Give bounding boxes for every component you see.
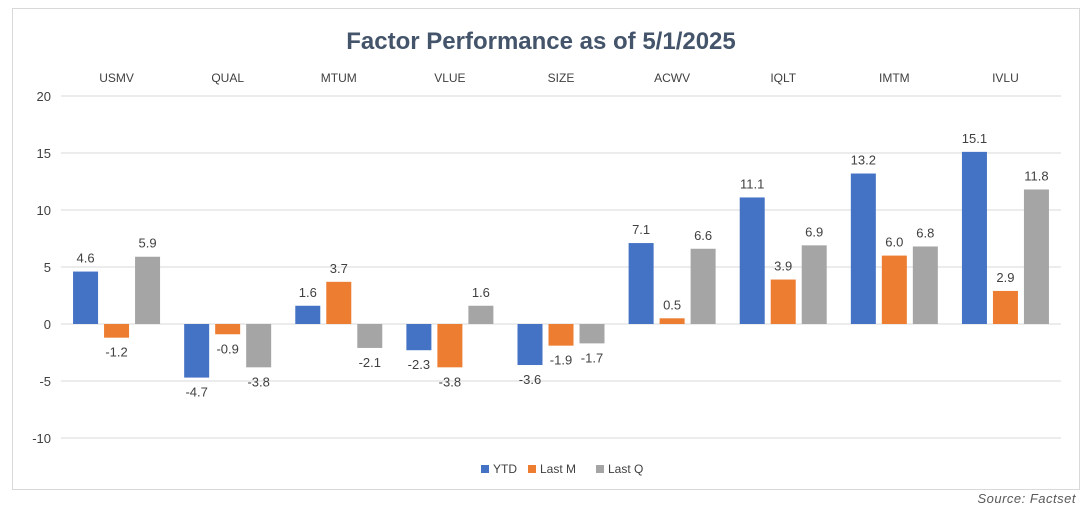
data-label: -4.7 <box>185 385 207 400</box>
category-label: QUAL <box>211 71 244 85</box>
y-tick-label: 10 <box>37 203 51 218</box>
category-label: VLUE <box>434 71 465 85</box>
data-label: 15.1 <box>962 131 987 146</box>
bar-ytd <box>295 305 321 324</box>
bar-chart: Factor Performance as of 5/1/2025 20 15 10… <box>32 28 1061 476</box>
chart-title: Factor Performance as of 5/1/2025 <box>346 28 736 55</box>
bar-last-m <box>659 318 685 324</box>
data-label: 3.7 <box>330 261 348 276</box>
data-label: 5.9 <box>139 236 157 251</box>
bar-ytd <box>961 151 987 324</box>
bar-ytd <box>517 324 543 366</box>
bar-last-q <box>135 256 161 324</box>
data-label: 4.6 <box>77 251 95 266</box>
data-labels: 4.6 -4.7 1.6 -2.3 -3.6 7.1 11.1 13.2 15.1 -1.2 -0.… <box>77 131 1049 400</box>
bar-ytd <box>406 324 432 351</box>
data-label: 3.9 <box>774 259 792 274</box>
bar-ytd <box>73 271 99 324</box>
bar-last-q <box>579 324 605 344</box>
data-label: -1.9 <box>550 353 572 368</box>
bar-last-m <box>104 324 130 338</box>
category-label: MTUM <box>321 71 357 85</box>
bar-ytd <box>850 173 876 324</box>
bars <box>73 151 1049 378</box>
legend-swatch <box>481 465 489 473</box>
category-label: USMV <box>99 71 134 85</box>
data-label: -2.3 <box>408 357 430 372</box>
y-tick-label: 0 <box>44 317 51 332</box>
category-label: ACWV <box>654 71 690 85</box>
data-label: 6.6 <box>694 228 712 243</box>
bar-last-m <box>326 281 352 324</box>
y-axis-ticks: 20 15 10 5 0 -5 -10 <box>32 89 51 446</box>
legend-label: Last M <box>540 462 576 476</box>
data-label: 6.0 <box>885 235 903 250</box>
legend: YTD Last M Last Q <box>481 462 643 476</box>
chart-frame: Factor Performance as of 5/1/2025 20 15 10… <box>12 8 1080 490</box>
bar-last-q <box>357 324 383 348</box>
y-tick-label: 15 <box>37 146 51 161</box>
data-label: 2.9 <box>996 270 1014 285</box>
legend-swatch <box>596 465 604 473</box>
bar-last-m <box>881 255 907 324</box>
bar-last-q <box>246 324 272 368</box>
data-label: 6.9 <box>805 224 823 239</box>
bar-last-q <box>912 246 938 324</box>
data-label: -0.9 <box>216 341 238 356</box>
bar-last-q <box>801 245 827 324</box>
bar-last-q <box>468 305 494 324</box>
data-label: -3.8 <box>247 374 269 389</box>
legend-label: Last Q <box>608 462 643 476</box>
data-label: -3.8 <box>439 374 461 389</box>
data-label: 6.8 <box>916 225 934 240</box>
data-label: 11.8 <box>1024 168 1048 183</box>
legend-label: YTD <box>493 462 517 476</box>
category-label: IQLT <box>770 71 796 85</box>
y-tick-label: 5 <box>44 260 51 275</box>
bar-last-m <box>548 324 574 346</box>
bar-last-q <box>690 248 716 324</box>
bar-last-m <box>770 279 796 324</box>
legend-swatch <box>528 465 536 473</box>
data-label: -1.2 <box>105 345 127 360</box>
category-label: IMTM <box>879 71 910 85</box>
bar-last-m <box>215 324 241 335</box>
data-label: -2.1 <box>359 355 381 370</box>
bar-last-m <box>437 324 463 368</box>
data-label: 0.5 <box>663 297 681 312</box>
category-labels: USMV QUAL MTUM VLUE SIZE ACWV IQLT IMTM IVLU <box>99 71 1019 85</box>
source-note: Source: Factset <box>977 491 1076 506</box>
bar-ytd <box>628 243 654 324</box>
y-tick-label: -5 <box>39 374 51 389</box>
data-label: -3.6 <box>519 372 541 387</box>
data-label: 1.6 <box>299 285 317 300</box>
category-label: SIZE <box>548 71 575 85</box>
y-tick-label: -10 <box>32 431 51 446</box>
data-label: 7.1 <box>632 222 650 237</box>
grid-layer <box>61 95 1061 439</box>
bar-last-m <box>992 290 1018 324</box>
bar-ytd <box>184 324 210 378</box>
bar-last-q <box>1023 189 1049 324</box>
data-label: 11.1 <box>740 176 764 191</box>
data-label: 13.2 <box>851 153 876 168</box>
category-label: IVLU <box>992 71 1019 85</box>
data-label: 1.6 <box>472 285 490 300</box>
bar-ytd <box>739 197 765 324</box>
y-tick-label: 20 <box>37 89 51 104</box>
data-label: -1.7 <box>581 350 603 365</box>
